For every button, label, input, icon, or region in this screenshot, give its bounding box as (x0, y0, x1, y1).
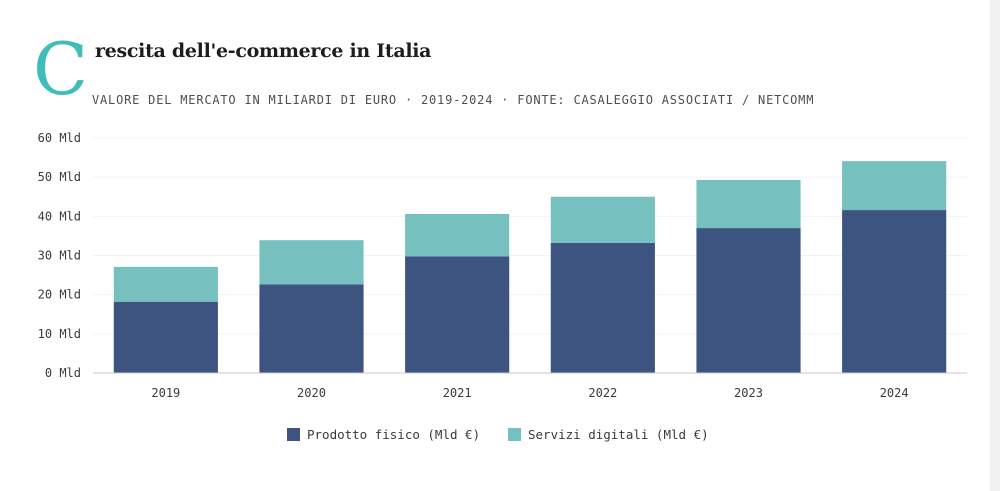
legend-label: Prodotto fisico (Mld €) (307, 427, 480, 442)
bar-prodotto-fisico (550, 242, 655, 373)
page-edge (990, 0, 1000, 491)
y-tick-label: 10 Mld (38, 327, 81, 341)
title-dropcap: C (33, 27, 89, 111)
bar-servizi-digitali (405, 213, 510, 257)
x-tick-label: 2023 (734, 386, 763, 400)
bar-servizi-digitali (550, 196, 655, 243)
x-tick-label: 2020 (297, 386, 326, 400)
bar-servizi-digitali (842, 161, 947, 211)
y-tick-label: 20 Mld (38, 288, 81, 302)
bar-prodotto-fisico (696, 228, 801, 373)
bar-prodotto-fisico (259, 284, 364, 373)
bar-servizi-digitali (113, 266, 218, 302)
y-tick-label: 40 Mld (38, 209, 81, 223)
legend-label: Servizi digitali (Mld €) (528, 427, 709, 442)
x-tick-label: 2021 (443, 386, 472, 400)
bars (113, 161, 947, 373)
legend-swatch (287, 428, 300, 441)
y-tick-label: 0 Mld (45, 366, 81, 380)
bar-prodotto-fisico (405, 256, 510, 373)
legend-swatch (508, 428, 521, 441)
gridlines (93, 137, 967, 335)
bar-servizi-digitali (259, 240, 364, 285)
y-tick-label: 30 Mld (38, 249, 81, 263)
bar-prodotto-fisico (113, 301, 218, 373)
y-tick-label: 60 Mld (38, 131, 81, 145)
y-tick-label: 50 Mld (38, 170, 81, 184)
bar-prodotto-fisico (842, 210, 947, 373)
x-tick-label: 2024 (880, 386, 909, 400)
x-tick-label: 2019 (151, 386, 180, 400)
bar-servizi-digitali (696, 179, 801, 229)
axes: 0 Mld 10 Mld 20 Mld 30 Mld 40 Mld 50 Mld 60 Ml… (38, 131, 967, 400)
chart-title: rescita dell'e-commerce in Italia (95, 40, 432, 62)
x-tick-label: 2022 (588, 386, 617, 400)
chart-subtitle: VALORE DEL MERCATO IN MILIARDI DI EURO ·… (92, 93, 815, 107)
legend: Prodotto fisico (Mld €) Servizi digitali … (287, 427, 709, 442)
